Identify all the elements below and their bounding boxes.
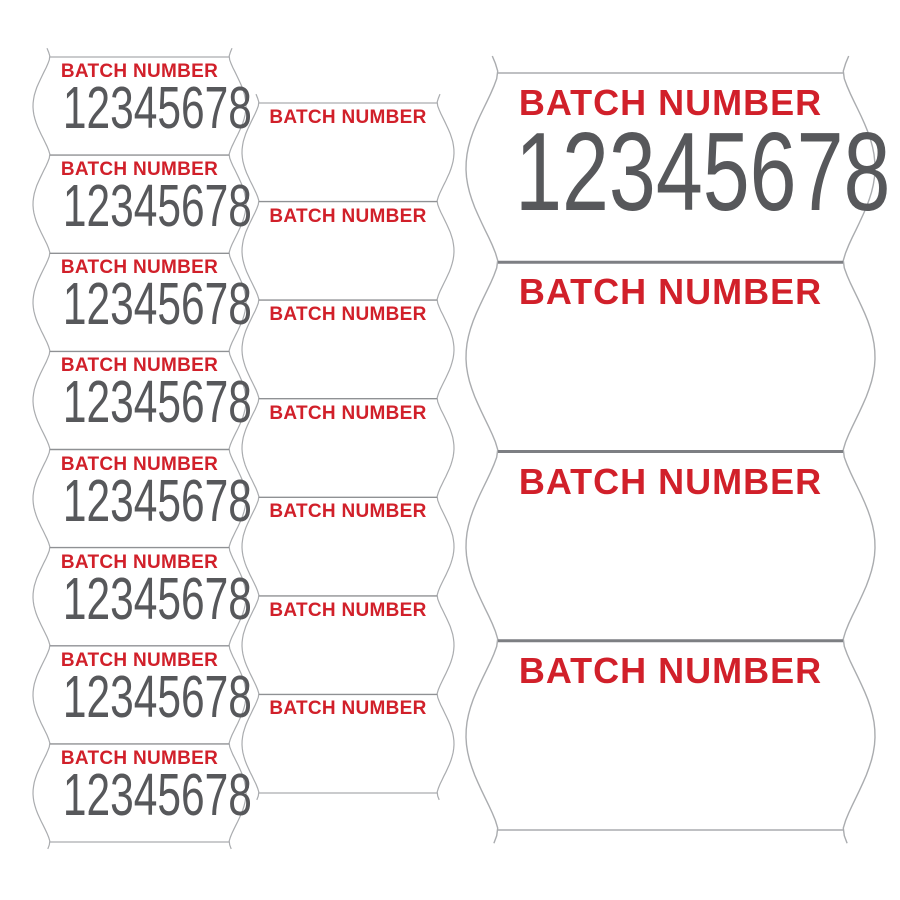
small-printed-strip-label-1: BATCH NUMBER 12345678 <box>33 57 252 155</box>
small-printed-strip-left-edge <box>32 47 51 850</box>
batch-number-value: 12345678 <box>62 761 252 828</box>
batch-number-header: BATCH NUMBER <box>269 205 427 227</box>
batch-number-header: BATCH NUMBER <box>269 599 427 621</box>
small-blank-strip-label-6: BATCH NUMBER <box>242 596 454 695</box>
batch-number-header: BATCH NUMBER <box>269 501 427 523</box>
small-printed-strip-label-6: BATCH NUMBER 12345678 <box>33 548 252 646</box>
small-blank-strip-left-edge <box>241 93 260 801</box>
batch-number-header: BATCH NUMBER <box>60 747 219 769</box>
batch-number-value: 12345678 <box>62 271 252 338</box>
small-blank-strip-label-3: BATCH NUMBER <box>242 300 454 399</box>
batch-number-header: BATCH NUMBER <box>60 551 219 573</box>
small-blank-strip-body <box>242 103 454 793</box>
batch-number-header: BATCH NUMBER <box>60 159 219 181</box>
small-printed-strip-label-4: BATCH NUMBER 12345678 <box>33 351 252 449</box>
small-blank-strip-label-4: BATCH NUMBER <box>242 399 454 498</box>
small-blank-strip-label-2: BATCH NUMBER <box>242 202 454 301</box>
batch-number-value: 12345678 <box>62 369 252 436</box>
batch-number-header: BATCH NUMBER <box>269 304 427 326</box>
batch-number-header: BATCH NUMBER <box>518 82 823 123</box>
small-blank-strip-label-7: BATCH NUMBER <box>242 694 454 793</box>
large-strip-label-1: BATCH NUMBER 12345678 <box>466 73 891 262</box>
batch-number-value: 12345678 <box>62 467 252 534</box>
small-blank-strip-right-edge <box>436 93 455 801</box>
batch-number-header: BATCH NUMBER <box>60 649 219 671</box>
batch-number-header: BATCH NUMBER <box>518 649 823 691</box>
batch-number-header: BATCH NUMBER <box>269 698 427 720</box>
batch-number-value: 12345678 <box>62 663 252 730</box>
large-strip-label-4: BATCH NUMBER <box>466 641 875 830</box>
large-strip-label-2: BATCH NUMBER <box>466 262 875 451</box>
small-printed-strip-right-edge <box>228 47 247 850</box>
small-printed-strip-label-2: BATCH NUMBER 12345678 <box>33 155 252 253</box>
batch-number-header: BATCH NUMBER <box>60 453 219 475</box>
batch-number-header: BATCH NUMBER <box>60 355 219 377</box>
batch-number-value: 12345678 <box>62 75 252 141</box>
batch-number-header: BATCH NUMBER <box>60 61 219 82</box>
batch-number-value: 12345678 <box>62 173 252 240</box>
small-printed-strip-label-5: BATCH NUMBER 12345678 <box>33 450 252 548</box>
batch-number-value: 12345678 <box>515 110 891 234</box>
small-printed-strip-label-3: BATCH NUMBER 12345678 <box>33 253 252 351</box>
small-printed-strip-label-7: BATCH NUMBER 12345678 <box>33 646 252 744</box>
batch-number-header: BATCH NUMBER <box>60 257 219 279</box>
small-printed-strip-label-8: BATCH NUMBER 12345678 <box>33 744 252 842</box>
batch-number-header: BATCH NUMBER <box>518 460 823 502</box>
large-strip-right-edge <box>842 55 876 844</box>
large-strip-left-edge <box>465 55 499 844</box>
batch-number-header: BATCH NUMBER <box>269 402 427 424</box>
small-blank-strip-label-5: BATCH NUMBER <box>242 497 454 596</box>
large-strip-label-3: BATCH NUMBER <box>466 452 875 641</box>
small-blank-strip-label-1: BATCH NUMBER <box>242 103 454 202</box>
batch-number-header: BATCH NUMBER <box>269 107 427 128</box>
batch-number-header: BATCH NUMBER <box>518 271 823 313</box>
batch-number-value: 12345678 <box>62 565 252 632</box>
